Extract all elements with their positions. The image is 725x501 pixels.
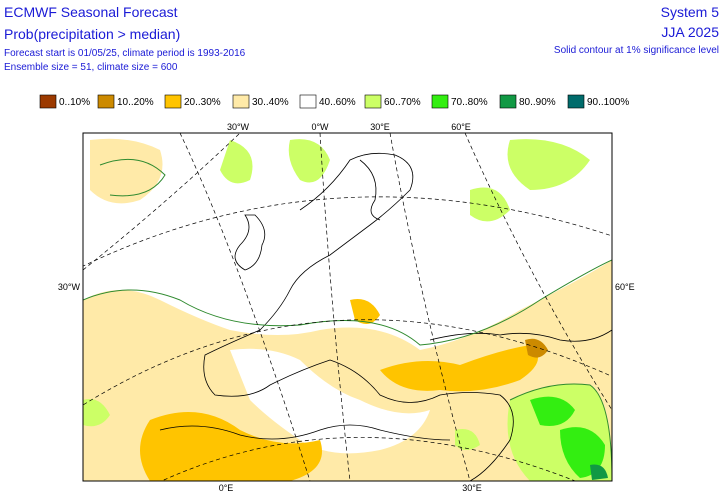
graticule-label: 30°E [462, 483, 482, 493]
probability-patch [525, 338, 548, 358]
legend-label: 80..90% [519, 97, 556, 108]
legend-label: 20..30% [184, 97, 221, 108]
probability-patch [220, 140, 253, 184]
probability-patch [530, 396, 575, 426]
legend-swatch [232, 94, 250, 109]
coastlines [159, 152, 612, 481]
map-frame [82, 132, 613, 482]
probability-patch [140, 412, 322, 481]
graticule-label: 30°W [227, 122, 250, 132]
significance-contours [83, 158, 612, 481]
season: JJA 2025 [661, 24, 719, 40]
probability-patch [230, 348, 430, 454]
info-line: Ensemble size = 51, climate size = 600 [4, 62, 178, 73]
probability-patch [507, 139, 590, 190]
probability-patch [590, 464, 608, 480]
probability-patch [83, 399, 110, 427]
graticule-label: 0°W [311, 122, 329, 132]
legend-swatch [97, 94, 115, 109]
legend-label: 40..60% [319, 97, 356, 108]
probability-patch [288, 139, 330, 183]
graticule-label: 0°E [219, 483, 234, 493]
graticule-label: 60°E [451, 122, 471, 132]
probability-patch [470, 187, 510, 222]
graticule [83, 133, 612, 481]
system: System 5 [661, 4, 720, 20]
legend-swatch [299, 94, 317, 109]
probability-patch [350, 299, 380, 324]
legend: 0..10% 10..20% 20..30% 30..40% 40..60% 60..70… [39, 94, 629, 109]
legend-swatch [567, 94, 585, 109]
map-area [83, 133, 612, 481]
legend-swatch [39, 94, 57, 109]
title: ECMWF Seasonal Forecast [4, 4, 178, 20]
legend-label: 70..80% [451, 97, 488, 108]
legend-swatch [431, 94, 449, 109]
graticule-label: 30°E [370, 122, 390, 132]
probability-patch [380, 345, 538, 392]
probability-patch [90, 138, 163, 204]
legend-label: 10..20% [117, 97, 154, 108]
legend-label: 90..100% [587, 97, 629, 108]
probability-patches [83, 138, 612, 481]
info-line: Forecast start is 01/05/25, climate peri… [4, 48, 246, 59]
legend-label: 30..40% [252, 97, 289, 108]
subtitle: Prob(precipitation > median) [4, 26, 180, 42]
note: Solid contour at 1% significance level [554, 45, 719, 56]
graticule-label: 60°E [615, 282, 635, 292]
legend-swatch [499, 94, 517, 109]
legend-swatch [164, 94, 182, 109]
legend-label: 0..10% [59, 97, 90, 108]
graticule-label: 30°W [58, 282, 81, 292]
legend-label: 60..70% [384, 97, 421, 108]
probability-patch [455, 429, 480, 450]
legend-swatch [364, 94, 382, 109]
